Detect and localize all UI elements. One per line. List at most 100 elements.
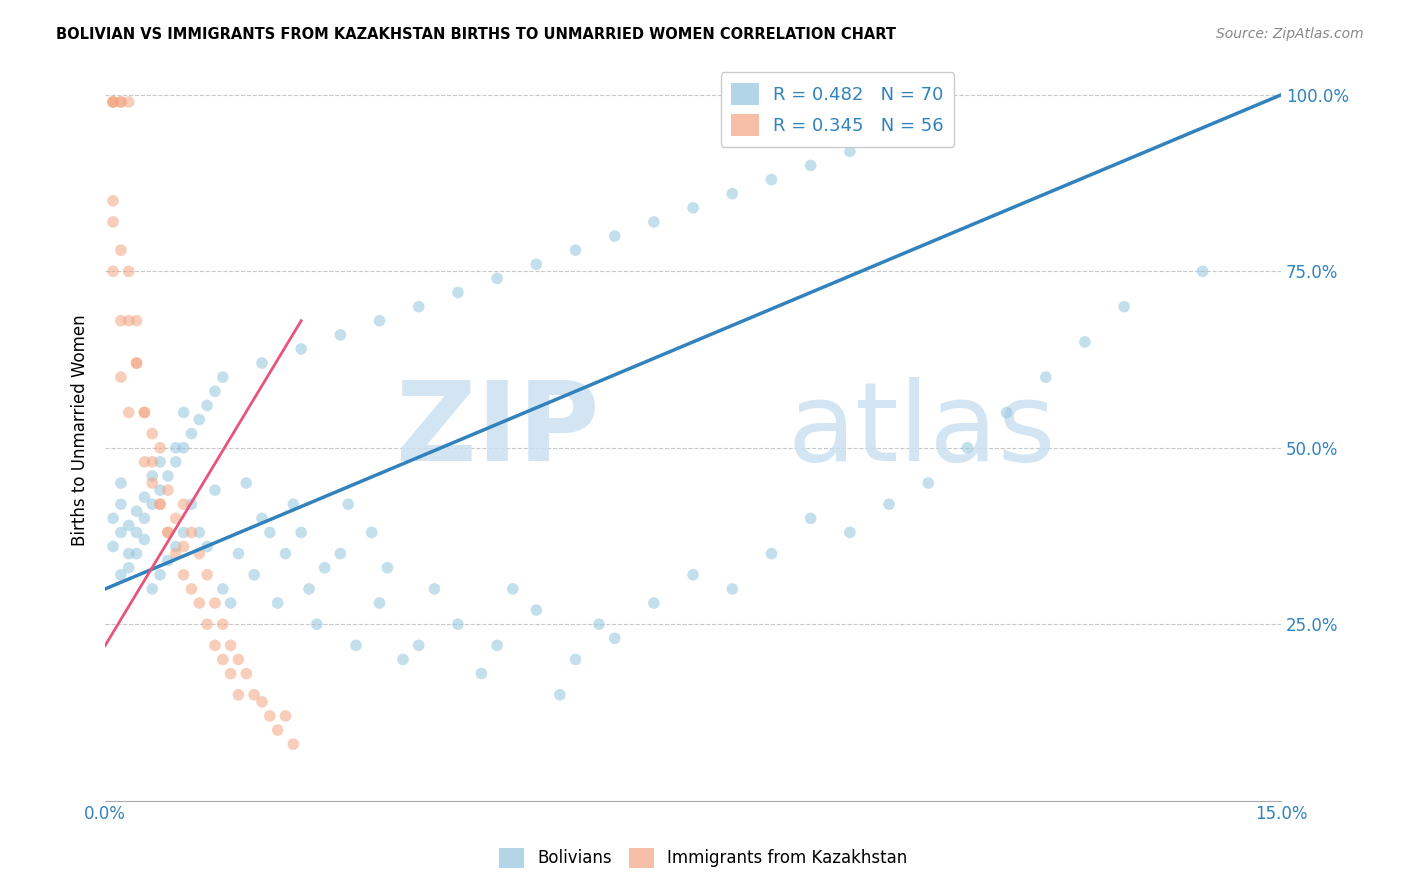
Point	[274, 709, 297, 723]
Point	[188, 412, 211, 426]
Point	[344, 638, 367, 652]
Point	[110, 525, 132, 540]
Text: BOLIVIAN VS IMMIGRANTS FROM KAZAKHSTAN BIRTHS TO UNMARRIED WOMEN CORRELATION CHA: BOLIVIAN VS IMMIGRANTS FROM KAZAKHSTAN B…	[56, 27, 896, 42]
Point	[603, 632, 626, 646]
Point	[195, 617, 218, 632]
Point	[956, 441, 979, 455]
Point	[423, 582, 446, 596]
Point	[110, 95, 132, 109]
Point	[643, 596, 665, 610]
Legend: R = 0.482   N = 70, R = 0.345   N = 56: R = 0.482 N = 70, R = 0.345 N = 56	[721, 72, 955, 147]
Point	[219, 596, 242, 610]
Point	[266, 596, 288, 610]
Point	[101, 540, 124, 554]
Point	[110, 370, 132, 384]
Point	[125, 547, 148, 561]
Point	[173, 497, 195, 511]
Point	[243, 567, 266, 582]
Point	[141, 582, 163, 596]
Point	[134, 490, 156, 504]
Text: ZIP: ZIP	[395, 376, 599, 483]
Point	[486, 271, 509, 285]
Point	[125, 356, 148, 370]
Point	[1074, 334, 1097, 349]
Point	[156, 525, 179, 540]
Point	[368, 314, 391, 328]
Point	[195, 567, 218, 582]
Point	[838, 525, 860, 540]
Point	[603, 229, 626, 244]
Point	[101, 264, 124, 278]
Point	[250, 695, 273, 709]
Point	[235, 476, 257, 491]
Point	[110, 476, 132, 491]
Point	[486, 638, 509, 652]
Point	[447, 617, 470, 632]
Point	[408, 300, 430, 314]
Point	[838, 145, 860, 159]
Point	[101, 95, 124, 109]
Point	[377, 560, 399, 574]
Point	[283, 497, 305, 511]
Point	[173, 567, 195, 582]
Point	[204, 384, 226, 399]
Point	[250, 356, 273, 370]
Point	[149, 497, 172, 511]
Point	[165, 540, 187, 554]
Point	[290, 525, 312, 540]
Point	[101, 95, 124, 109]
Point	[195, 540, 218, 554]
Point	[447, 285, 470, 300]
Point	[219, 638, 242, 652]
Point	[211, 370, 233, 384]
Point	[156, 469, 179, 483]
Point	[180, 582, 202, 596]
Point	[502, 582, 524, 596]
Point	[228, 688, 250, 702]
Point	[290, 342, 312, 356]
Point	[877, 497, 900, 511]
Point	[165, 455, 187, 469]
Point	[180, 525, 202, 540]
Text: Source: ZipAtlas.com: Source: ZipAtlas.com	[1216, 27, 1364, 41]
Point	[219, 666, 242, 681]
Legend: Bolivians, Immigrants from Kazakhstan: Bolivians, Immigrants from Kazakhstan	[492, 841, 914, 875]
Point	[118, 560, 141, 574]
Point	[125, 356, 148, 370]
Point	[173, 441, 195, 455]
Point	[564, 243, 586, 257]
Point	[204, 596, 226, 610]
Point	[800, 511, 823, 525]
Point	[259, 709, 281, 723]
Point	[204, 483, 226, 497]
Point	[195, 398, 218, 412]
Text: atlas: atlas	[787, 376, 1056, 483]
Point	[149, 441, 172, 455]
Point	[180, 497, 202, 511]
Point	[721, 186, 744, 201]
Point	[235, 666, 257, 681]
Point	[149, 567, 172, 582]
Point	[101, 511, 124, 525]
Point	[110, 567, 132, 582]
Point	[204, 638, 226, 652]
Point	[188, 547, 211, 561]
Point	[141, 497, 163, 511]
Point	[110, 243, 132, 257]
Point	[392, 652, 415, 666]
Point	[110, 95, 132, 109]
Point	[800, 158, 823, 172]
Point	[173, 405, 195, 419]
Point	[211, 582, 233, 596]
Point	[211, 617, 233, 632]
Point	[1035, 370, 1057, 384]
Point	[188, 596, 211, 610]
Point	[180, 426, 202, 441]
Point	[156, 525, 179, 540]
Point	[314, 560, 336, 574]
Point	[101, 215, 124, 229]
Point	[141, 469, 163, 483]
Point	[337, 497, 360, 511]
Point	[118, 547, 141, 561]
Point	[125, 525, 148, 540]
